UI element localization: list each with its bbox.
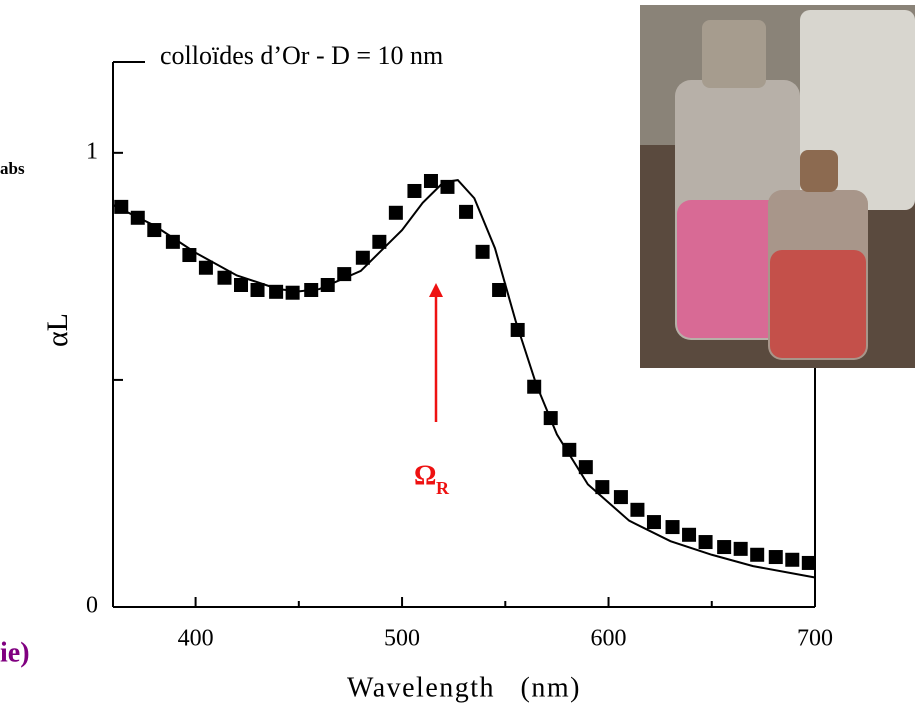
data-point: [698, 535, 713, 550]
data-point: [388, 205, 403, 220]
data-point: [562, 442, 577, 457]
data-point: [475, 244, 490, 259]
data-point: [147, 223, 162, 238]
fit-line: [112, 179, 816, 579]
annotation: Ω: [414, 460, 436, 491]
arrow-head: [429, 283, 443, 297]
data-point: [665, 520, 680, 535]
data-point: [682, 527, 697, 542]
data-point: [250, 282, 265, 297]
data-point: [165, 234, 180, 249]
data-point: [423, 173, 438, 188]
side-label: abs: [0, 159, 25, 178]
bottle-stopper: [800, 150, 838, 192]
x-axis-label: Wavelength (nm): [347, 672, 581, 703]
data-point: [407, 183, 422, 198]
corner-label: ie): [0, 637, 30, 668]
data-point: [459, 204, 474, 219]
x-tick-label: 700: [797, 626, 833, 652]
y-tick-label: 1: [86, 138, 98, 164]
x-tick-label: 400: [178, 626, 214, 652]
y-axis-label: αL: [41, 313, 74, 347]
data-point: [717, 540, 732, 555]
data-point: [750, 547, 765, 562]
data-point: [440, 179, 455, 194]
data-point: [372, 234, 387, 249]
data-point: [285, 285, 300, 300]
data-point: [355, 250, 370, 265]
data-point: [217, 270, 232, 285]
data-point: [234, 277, 249, 292]
data-point: [198, 260, 213, 275]
data-point: [595, 480, 610, 495]
data-point: [785, 552, 800, 567]
red-liquid: [770, 250, 866, 358]
data-point: [630, 502, 645, 517]
data-point: [733, 541, 748, 556]
bottle-neck: [702, 20, 766, 88]
photo: [640, 5, 915, 368]
annotation-subscript: R: [436, 478, 450, 498]
data-point: [646, 515, 661, 530]
pink-liquid: [677, 200, 798, 338]
data-point: [182, 248, 197, 263]
x-tick-label: 600: [591, 626, 627, 652]
x-tick-label: 500: [384, 626, 420, 652]
data-point: [613, 490, 628, 505]
data-point: [578, 460, 593, 475]
chart-title: colloïdes d’Or - D = 10 nm: [160, 41, 443, 70]
y-tick-label: 0: [86, 593, 98, 619]
data-point: [768, 550, 783, 565]
data-point: [492, 282, 507, 297]
data-point: [801, 555, 816, 570]
